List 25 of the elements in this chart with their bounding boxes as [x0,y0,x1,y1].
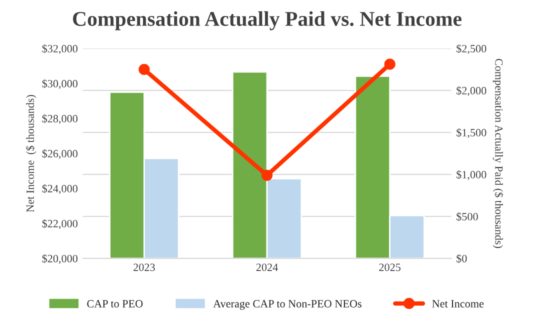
legend-label: CAP to PEO [87,300,143,308]
point [261,170,273,181]
legend-label: Net Income [432,300,484,308]
y-tick-label: $22,000 [42,219,78,229]
point [384,58,396,70]
y-tick-label: $32,000 [42,44,78,54]
y-axis-title: Net Income ($ thousands) [26,94,36,212]
point [138,64,150,75]
y2-tick-label: $2,500 [456,44,486,54]
y-tick-label: $24,000 [42,184,78,194]
legend-label: Average CAP to Non-PEO NEOs [213,300,362,310]
y2-axis-title: Compensation Actually Paid ($ thousands) [492,58,504,248]
y-tick-label: $20,000 [42,254,78,264]
y-tick-label: $28,000 [42,114,78,124]
y2-tick-label: $0 [456,254,467,264]
y2-tick-label: $500 [456,212,478,222]
y2-tick-label: $1,000 [456,170,486,180]
x-tick-label: 2025 [379,264,400,272]
y-tick-label: $26,000 [42,149,78,159]
y2-tick-label: $1,500 [456,128,486,138]
x-tick-label: 2024 [256,264,278,272]
y2-tick-label: $2,000 [456,86,486,96]
chart-title: Compensation Actually Paid vs. Net Income [72,11,462,30]
y-tick-label: $30,000 [42,79,78,90]
x-tick-label: 2023 [134,264,155,272]
